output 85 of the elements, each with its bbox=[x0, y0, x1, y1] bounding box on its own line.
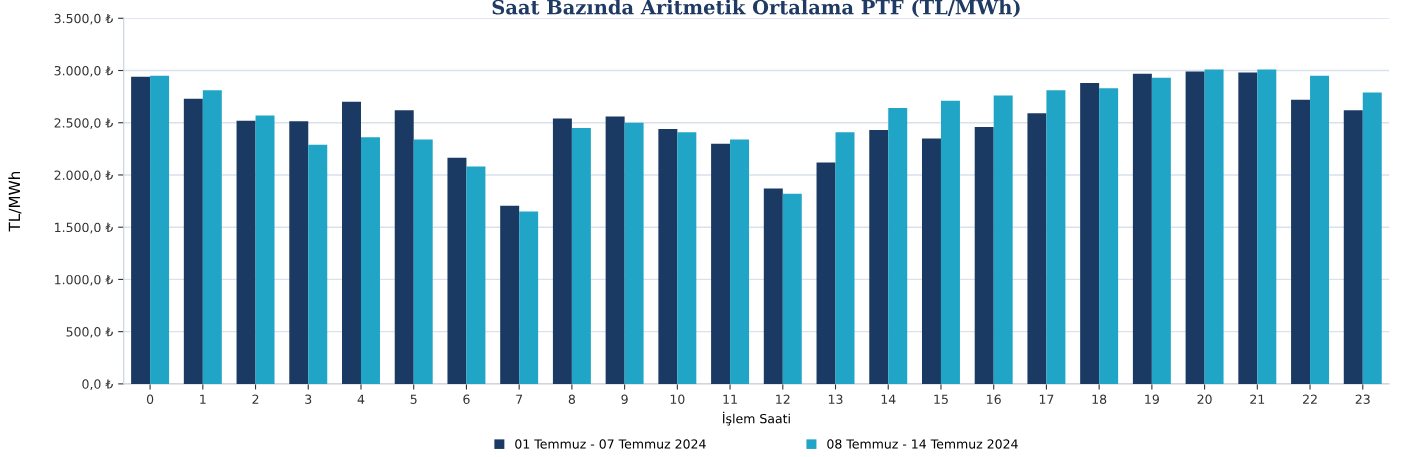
x-tick-label: 0 bbox=[146, 394, 154, 404]
bar bbox=[1080, 83, 1100, 384]
x-tick-label: 14 bbox=[881, 394, 896, 404]
bar bbox=[763, 188, 783, 384]
bar bbox=[1151, 77, 1171, 384]
bar bbox=[1291, 99, 1311, 384]
x-tick-label: 21 bbox=[1250, 394, 1265, 404]
x-tick-label: 3 bbox=[305, 394, 312, 404]
bar bbox=[342, 101, 361, 384]
x-tick-label: 6 bbox=[463, 394, 470, 404]
y-tick-label: 2.000,0 ₺ bbox=[54, 170, 113, 182]
bar bbox=[571, 127, 591, 384]
bar bbox=[835, 132, 855, 384]
bar bbox=[974, 126, 994, 384]
x-tick-label: 18 bbox=[1092, 394, 1107, 404]
bar bbox=[1343, 110, 1363, 384]
x-tick-label: 9 bbox=[621, 394, 628, 404]
bar bbox=[360, 137, 380, 384]
x-tick-label: 17 bbox=[1039, 394, 1054, 404]
bar bbox=[150, 75, 170, 384]
bar bbox=[1185, 71, 1205, 384]
bar bbox=[1132, 73, 1152, 384]
x-tick-label: 13 bbox=[828, 394, 843, 404]
legend-label: 01 Temmuz - 07 Temmuz 2024 bbox=[515, 439, 706, 449]
bar bbox=[711, 143, 731, 384]
x-tick-label: 19 bbox=[1145, 394, 1159, 404]
bar bbox=[1362, 92, 1382, 384]
bar bbox=[289, 121, 309, 384]
y-axis-title: TL/MWh bbox=[8, 171, 22, 232]
bar bbox=[500, 205, 520, 384]
bar bbox=[888, 108, 908, 384]
bar bbox=[447, 157, 467, 384]
bar bbox=[519, 211, 539, 384]
x-tick-label: 10 bbox=[670, 394, 685, 404]
bar bbox=[308, 144, 328, 384]
bar bbox=[552, 118, 572, 384]
bar bbox=[236, 120, 256, 384]
y-tick-label: 3.000,0 ₺ bbox=[54, 65, 113, 77]
bar bbox=[1099, 88, 1119, 384]
chart-title: Saat Bazında Aritmetik Ortalama PTF (TL/MWh) bbox=[492, 0, 1020, 18]
x-tick-label: 15 bbox=[934, 394, 948, 404]
y-tick-label: 1.500,0 ₺ bbox=[55, 222, 113, 234]
x-tick-label: 4 bbox=[357, 394, 365, 404]
bar bbox=[1310, 75, 1330, 384]
x-tick-label: 12 bbox=[776, 394, 790, 404]
bar bbox=[1046, 90, 1066, 384]
y-tick-label: 0,0 ₺ bbox=[82, 379, 113, 391]
bar bbox=[255, 115, 275, 384]
bar bbox=[624, 122, 644, 384]
bar bbox=[869, 130, 889, 384]
y-tick-label: 500,0 ₺ bbox=[66, 327, 113, 338]
x-tick-label: 23 bbox=[1355, 394, 1370, 404]
bar bbox=[658, 129, 678, 384]
y-tick-label: 3.500,0 ₺ bbox=[54, 13, 113, 25]
bar bbox=[413, 139, 433, 384]
x-axis-title: İşlem Saati bbox=[723, 411, 790, 426]
y-tick-label: 2.500,0 ₺ bbox=[54, 118, 113, 129]
x-tick-label: 11 bbox=[723, 394, 737, 404]
bar bbox=[202, 90, 222, 384]
bar bbox=[1204, 69, 1224, 384]
bar bbox=[993, 95, 1013, 384]
bar bbox=[1238, 72, 1258, 384]
legend-label: 08 Temmuz - 14 Temmuz 2024 bbox=[827, 439, 1018, 449]
bar bbox=[940, 100, 960, 384]
bar bbox=[677, 132, 697, 384]
bar bbox=[605, 116, 625, 384]
x-tick-label: 1 bbox=[200, 394, 206, 404]
bar bbox=[1257, 69, 1277, 384]
bar bbox=[782, 193, 802, 384]
x-tick-label: 7 bbox=[516, 394, 523, 404]
x-tick-label: 8 bbox=[568, 394, 576, 404]
bar bbox=[394, 110, 414, 384]
x-tick-label: 20 bbox=[1197, 394, 1212, 404]
bar bbox=[466, 166, 486, 384]
x-tick-label: 5 bbox=[410, 394, 417, 404]
bar bbox=[131, 76, 151, 384]
x-tick-label: 16 bbox=[987, 394, 1001, 404]
x-tick-label: 22 bbox=[1303, 394, 1317, 404]
bar bbox=[730, 139, 750, 384]
bar bbox=[921, 138, 941, 384]
bar bbox=[183, 98, 203, 384]
x-tick-label: 2 bbox=[252, 394, 259, 404]
bar bbox=[1027, 113, 1047, 384]
y-tick-label: 1.000,0 ₺ bbox=[55, 274, 113, 286]
bar bbox=[816, 162, 836, 384]
